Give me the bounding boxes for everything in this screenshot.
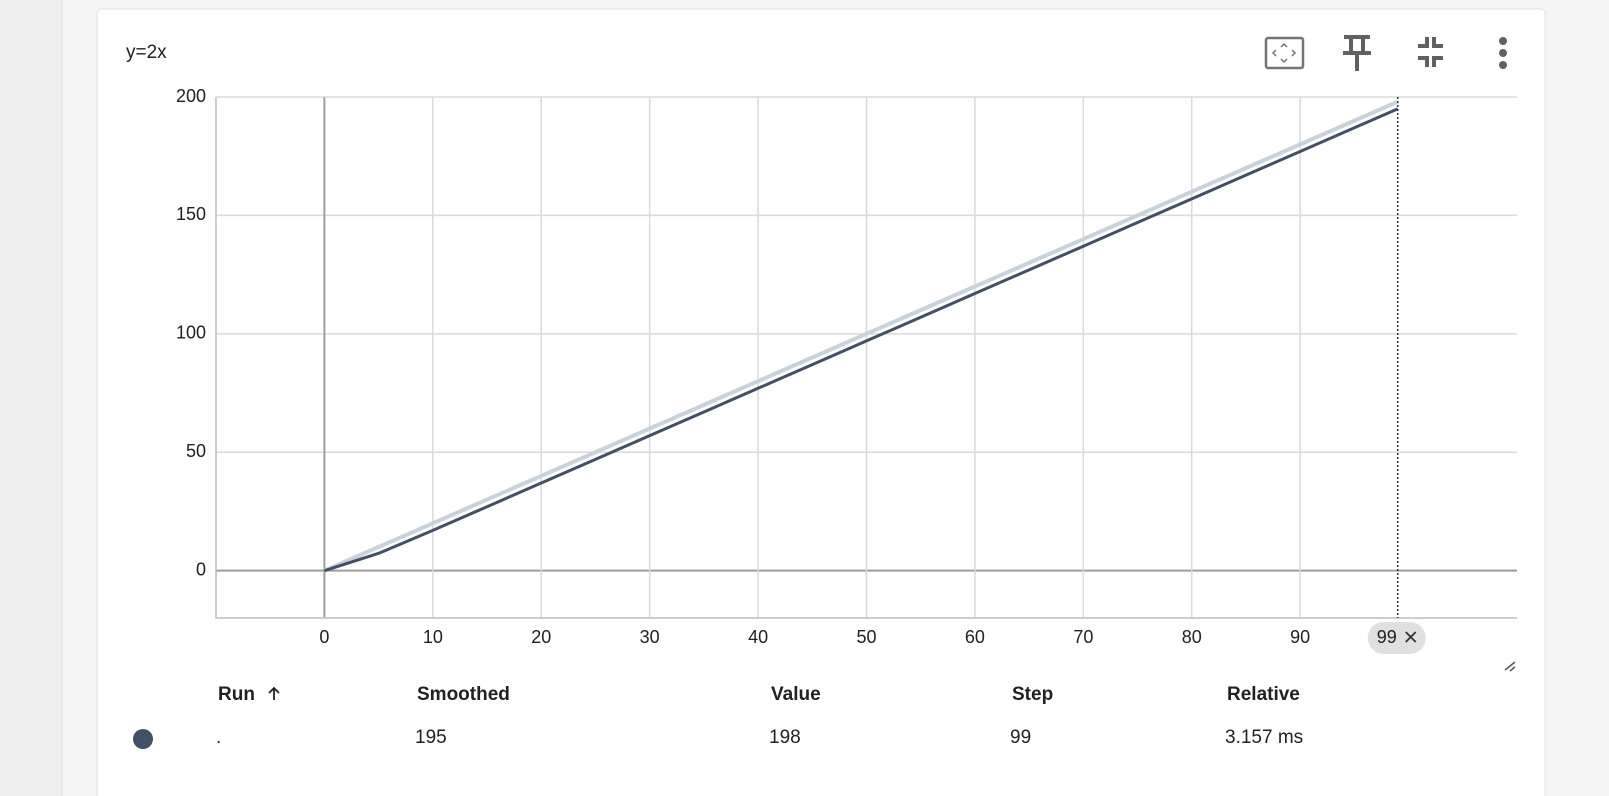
axis-frame — [215, 97, 1517, 619]
table-cell: 195 — [415, 727, 447, 748]
x-tick-label: 50 — [856, 627, 876, 647]
card-title: y=2x — [126, 42, 167, 63]
y-tick-label: 150 — [176, 204, 206, 224]
column-header: Smoothed — [417, 684, 510, 705]
pin-icon[interactable] — [1343, 35, 1371, 71]
table-cell: 198 — [769, 727, 801, 748]
y-tick-label: 200 — [176, 86, 206, 106]
sort-arrow — [268, 686, 280, 700]
x-tick-label: 40 — [748, 627, 768, 647]
hover-chip[interactable] — [1367, 622, 1426, 654]
series-line — [323, 107, 1399, 573]
x-tick-label: 20 — [531, 627, 551, 647]
fit-icon[interactable] — [1264, 36, 1305, 70]
card — [96, 8, 1546, 796]
run-color — [133, 729, 153, 749]
hover-step-label: 99 — [1377, 627, 1397, 647]
series-line — [323, 99, 1399, 573]
table-cell: 3.157 ms — [1225, 727, 1303, 748]
x-tick-label: 0 — [319, 627, 329, 647]
x-tick-label: 30 — [640, 627, 660, 647]
plot-area — [323, 99, 1399, 573]
data-table: Run Smoothed Value Step Relative. 195 198 99 3.1… — [133, 684, 1303, 749]
x-tick-label: 10 — [423, 627, 443, 647]
table-cell: . — [216, 727, 221, 748]
hover-close — [1405, 631, 1417, 643]
x-tick-label: 90 — [1290, 627, 1310, 647]
column-header: Step — [1012, 684, 1053, 705]
resize-handle[interactable] — [1504, 661, 1516, 672]
y-tick-label: 0 — [196, 559, 206, 579]
menu-icon[interactable] — [1499, 37, 1507, 69]
x-tick-label: 70 — [1073, 627, 1093, 647]
table-cell: 99 — [1010, 727, 1031, 748]
column-header: Value — [771, 684, 821, 705]
y-tick-label: 100 — [176, 323, 206, 343]
x-tick-label: 80 — [1182, 627, 1202, 647]
column-header: Run — [218, 684, 255, 705]
collapse-icon[interactable] — [1418, 37, 1443, 67]
y-tick-label: 50 — [186, 441, 206, 461]
x-tick-label: 60 — [965, 627, 985, 647]
side-strip — [0, 0, 62, 796]
overlay: 0 50 100 150 200 0 10 20 30 40 50 60 70 80 90 99 — [176, 86, 1426, 654]
column-header: Relative — [1227, 684, 1300, 705]
